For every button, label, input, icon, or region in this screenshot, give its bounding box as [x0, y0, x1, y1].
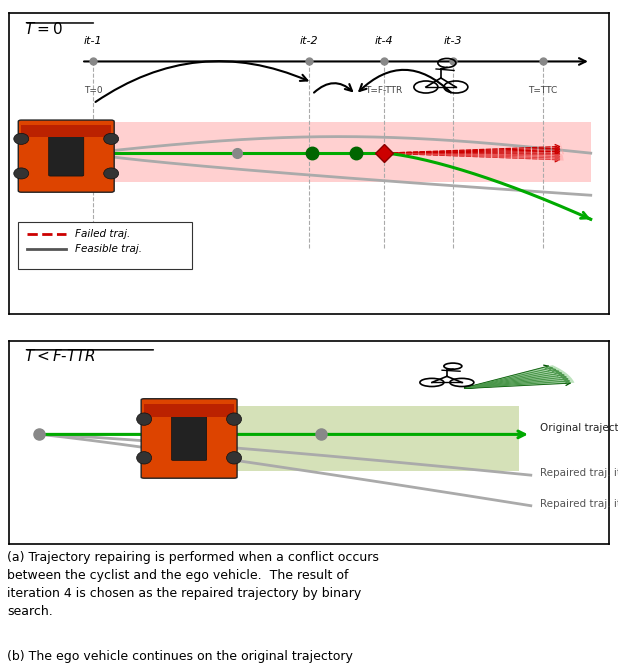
Polygon shape [462, 365, 575, 389]
Text: it-1: it-1 [84, 37, 103, 46]
FancyBboxPatch shape [87, 122, 591, 182]
Ellipse shape [137, 452, 151, 464]
Text: Failed traj.: Failed traj. [75, 229, 130, 239]
Ellipse shape [137, 413, 151, 426]
Ellipse shape [14, 134, 29, 144]
Text: it-3: it-3 [444, 37, 462, 46]
FancyBboxPatch shape [172, 417, 206, 460]
FancyBboxPatch shape [21, 125, 111, 137]
Text: Feasible traj.: Feasible traj. [75, 244, 142, 255]
Text: $\mathit{T} < \mathit{F}\text{-}\mathit{TTR}$: $\mathit{T} < \mathit{F}\text{-}\mathit{… [24, 348, 96, 364]
Text: (a) Trajectory repairing is performed when a conflict occurs
between the cyclist: (a) Trajectory repairing is performed wh… [7, 550, 379, 618]
Ellipse shape [104, 168, 119, 179]
Text: $\mathit{T}=0$: $\mathit{T}=0$ [24, 21, 63, 37]
FancyBboxPatch shape [141, 399, 237, 478]
Text: Original trajectory: Original trajectory [540, 424, 618, 434]
Text: T=TTC: T=TTC [528, 86, 557, 94]
Text: T=0: T=0 [84, 86, 103, 94]
Ellipse shape [104, 134, 119, 144]
Ellipse shape [14, 168, 29, 179]
FancyBboxPatch shape [19, 120, 114, 192]
Polygon shape [384, 141, 564, 160]
Text: it-4: it-4 [375, 37, 393, 46]
FancyBboxPatch shape [159, 406, 519, 471]
Text: Repaired traj. it-4: Repaired traj. it-4 [540, 468, 618, 478]
Text: Repaired traj. it-1: Repaired traj. it-1 [540, 499, 618, 508]
FancyBboxPatch shape [49, 136, 84, 176]
Text: (b) The ego vehicle continues on the original trajectory
because the conflict di: (b) The ego vehicle continues on the ori… [7, 650, 406, 668]
FancyBboxPatch shape [144, 403, 234, 418]
Text: it-2: it-2 [300, 37, 318, 46]
Text: T=F-TTR: T=F-TTR [365, 86, 402, 94]
Ellipse shape [227, 413, 242, 426]
FancyBboxPatch shape [19, 222, 192, 269]
Ellipse shape [227, 452, 242, 464]
